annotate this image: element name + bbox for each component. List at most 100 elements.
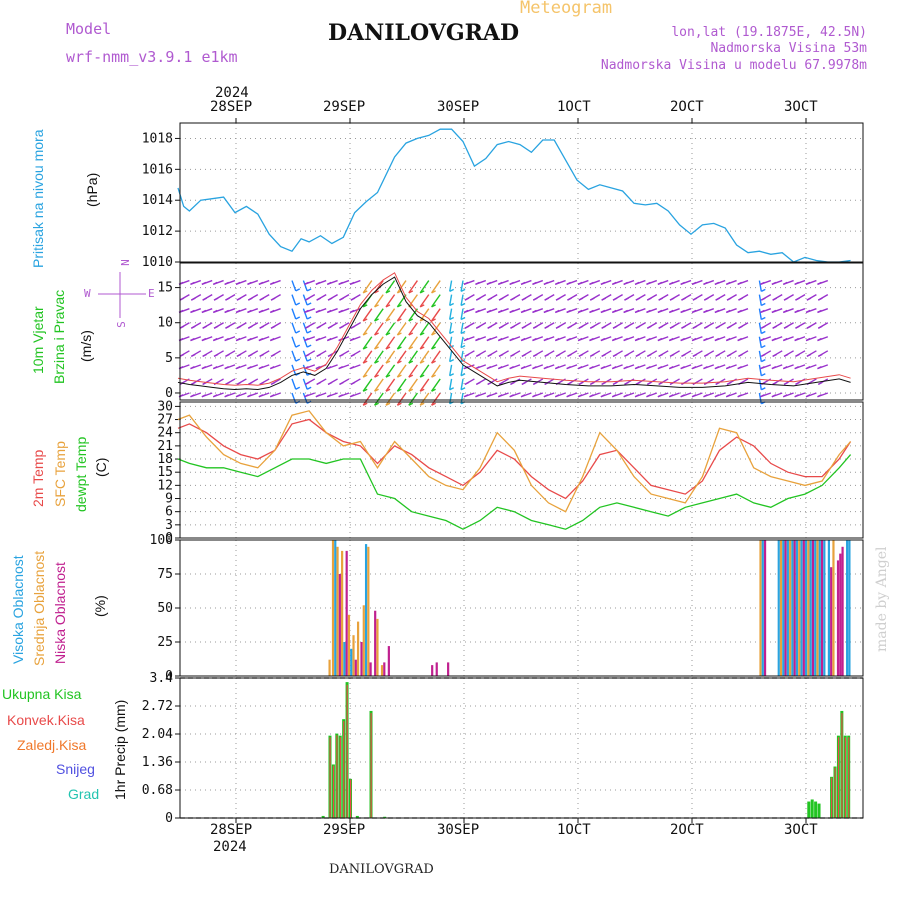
conv-bar-1 [332,765,335,818]
cloud-bar-25 [447,662,450,676]
wind-arrow-head [805,281,811,285]
wind-arrow-head [295,344,301,348]
wind-arrow [291,322,297,334]
wind-arrow-head [327,353,333,357]
wind-arrow-head [338,366,343,370]
conv-bar-5 [346,684,348,818]
top-tick-1oct: 1OCT [557,99,591,115]
wind-arrow [419,294,430,308]
wind-arrow-head [794,366,799,370]
wind-arrow-head [805,309,811,314]
wind-arrow-head [817,353,823,357]
ytick-label-p2-6: 18 [157,452,173,467]
wind-arrow [449,350,453,362]
wind-arrow-head [304,309,309,314]
wind-arrow-head [190,394,195,398]
wind-arrow-head [235,281,241,285]
wind-arrow [374,336,384,350]
wind-arrow-head [258,366,264,370]
wind-arrow-head [532,325,538,329]
wind-arrow-head [760,353,766,357]
wind-arrow-head [520,309,526,314]
wind-arrow-head [692,297,698,301]
wind-arrow-head [269,309,275,314]
wind-arrow-head [397,374,402,378]
conv-bar-2 [336,735,338,818]
ytick-label-p4-5: 3.4 [150,671,174,686]
wind-arrow-head [327,325,333,329]
wind-arrow-head [464,297,470,301]
wind-arrow-head [692,353,698,357]
wind-arrow-head [509,309,514,314]
wind-arrow-head [760,297,766,301]
ytick-label-p2-4: 12 [157,478,173,493]
wind-arrow [460,364,464,376]
bottom-tick-30sep: 30SEP [437,822,480,838]
ytick-label-p3-3: 75 [157,567,173,582]
wind-arrow-head [431,374,436,378]
wind-arrow-head [510,297,515,301]
wind-arrow [302,280,308,292]
conv-bar-20 [848,737,850,818]
conv-bar-3 [339,737,341,818]
cloud-bar-33 [786,540,789,676]
wind-arrow-head [408,402,414,406]
wind-arrow [408,294,418,308]
wind-arrow-head [725,337,731,342]
wind-arrow [758,336,762,348]
wind-arrow [396,350,407,364]
wind-arrow-head [612,381,618,386]
wind-arrow-head [315,337,321,342]
wind-arrow-head [397,304,402,308]
cloud-bar-30 [779,540,783,676]
wind-arrow [362,280,373,294]
cloud-bar-40 [802,540,805,676]
wind-arrow-head [190,337,195,342]
cloud-bar-35 [791,540,794,676]
wind-arrow-head [691,394,697,398]
conv-bar-7 [370,713,372,818]
wind-arrow [302,308,308,320]
wind-arrow-head [680,337,685,342]
wind-arrow-head [236,381,242,386]
wind-arrow-head [212,281,218,285]
wind-arrow-head [349,366,355,370]
wind-arrow [419,308,430,322]
wind-arrow-head [449,302,455,307]
wind-arrow [408,392,418,406]
wind-arrow [460,308,464,320]
wind-arrow-head [316,297,321,301]
wind-arrow-head [316,353,321,357]
wind-arrow-head [247,297,253,301]
wind-arrow [302,364,308,376]
wind-arrow-head [247,353,253,357]
wind-arrow-head [419,332,425,336]
wind-arrow-head [202,297,207,301]
cloud-bar-42 [807,540,810,676]
wind-arrow [408,322,418,336]
panel-frame-precip [179,677,864,819]
wind-gust-line [177,272,851,386]
wind-arrow-head [259,353,264,357]
wind-arrow-head [449,330,455,335]
wind-arrow-head [419,374,425,378]
wind-arrow-head [600,366,606,370]
wind-arrow-head [258,281,264,285]
ytick-label-p0-1: 1012 [142,224,173,239]
wind-arrow-head [213,297,219,301]
wind-arrow-head [247,366,252,370]
cloud-bar-32 [784,540,787,676]
cloud-bar-8 [347,614,351,676]
wind-arrow-head [225,353,230,357]
wind-arrow [449,378,453,390]
wind-arrow [449,364,453,376]
wind-arrow-head [657,394,663,398]
wind-arrow [362,308,373,322]
wind-arrow-head [258,337,264,342]
wind-arrow-head [634,337,640,342]
wind-arrow-head [225,297,230,301]
bottom-tick-28sep: 28SEP [210,822,253,838]
wind-arrow-head [680,281,685,285]
wind-arrow-head [463,394,469,398]
wind-arrow-head [783,353,789,357]
